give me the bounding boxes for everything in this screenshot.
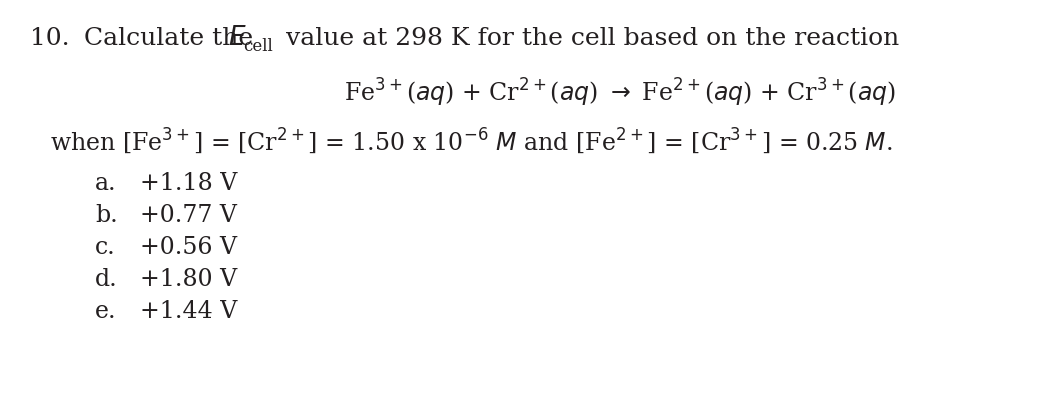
Text: Fe$^{3+}$($\it{aq}$) + Cr$^{2+}$($\it{aq}$) $\rightarrow$ Fe$^{2+}$($\it{aq}$) +: Fe$^{3+}$($\it{aq}$) + Cr$^{2+}$($\it{aq… <box>344 77 896 109</box>
Text: $E$: $E$ <box>228 25 246 50</box>
Text: +0.77 V: +0.77 V <box>140 204 237 227</box>
Text: +1.80 V: +1.80 V <box>140 268 237 291</box>
Text: e.: e. <box>95 300 116 323</box>
Text: 10.: 10. <box>30 27 70 50</box>
Text: when [Fe$^{3+}$] = [Cr$^{2+}$] = 1.50 x 10$^{-6}$ $\mathit{M}$ and [Fe$^{2+}$] =: when [Fe$^{3+}$] = [Cr$^{2+}$] = 1.50 x … <box>50 126 892 156</box>
Text: +1.44 V: +1.44 V <box>140 300 237 323</box>
Text: c.: c. <box>95 236 115 259</box>
Text: value at 298 K for the cell based on the reaction: value at 298 K for the cell based on the… <box>278 27 900 50</box>
Text: cell: cell <box>243 38 272 55</box>
Text: d.: d. <box>95 268 118 291</box>
Text: b.: b. <box>95 204 118 227</box>
Text: +1.18 V: +1.18 V <box>140 172 237 195</box>
Text: Calculate the: Calculate the <box>68 27 261 50</box>
Text: a.: a. <box>95 172 116 195</box>
Text: +0.56 V: +0.56 V <box>140 236 237 259</box>
